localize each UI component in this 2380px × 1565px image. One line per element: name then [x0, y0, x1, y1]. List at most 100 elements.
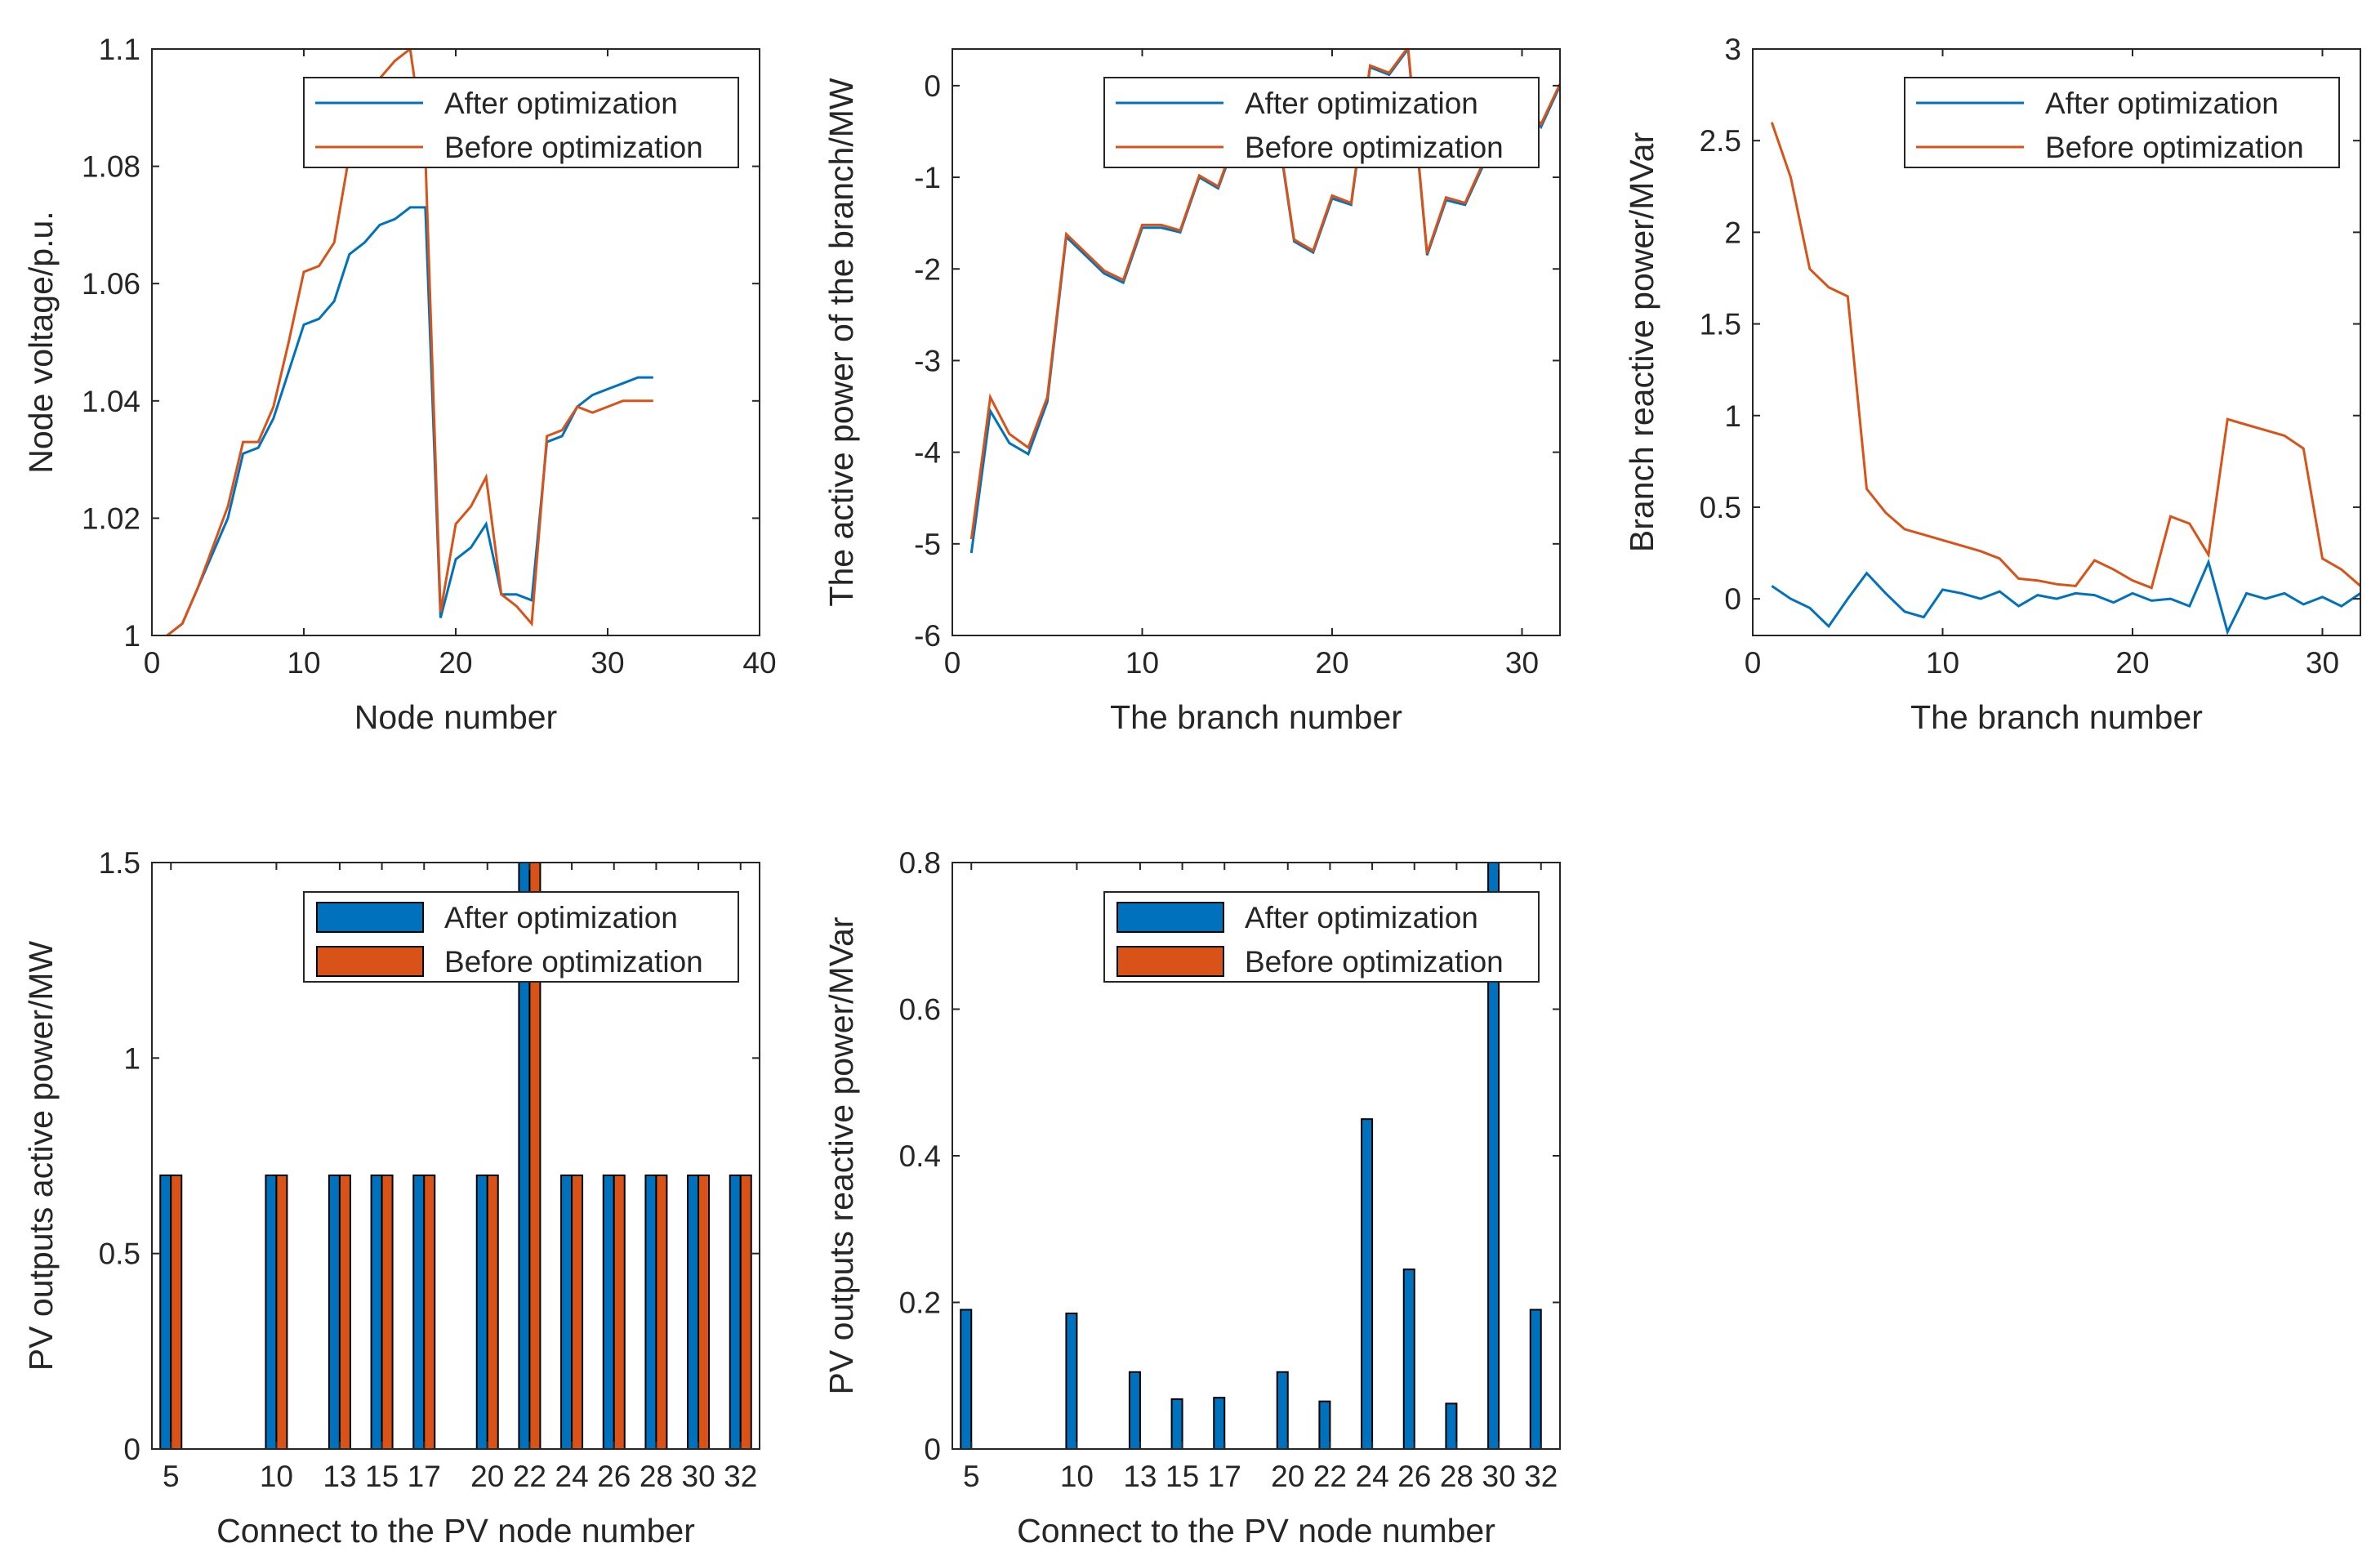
y-tick-label: 1.5	[1700, 308, 1741, 341]
x-tick-label: 30	[591, 646, 624, 680]
y-axis-label: Node voltage/p.u.	[22, 211, 60, 473]
bar-after-28	[644, 1174, 657, 1449]
x-tick-label: 22	[1313, 1460, 1347, 1493]
plot-area-branch_reactive	[1770, 122, 2360, 635]
y-tick-label: -4	[914, 436, 941, 470]
bar-before-10	[275, 1174, 288, 1449]
bar-before-30	[698, 1174, 711, 1449]
bar-after-28	[1445, 1402, 1458, 1449]
x-tick-label: 28	[1440, 1460, 1473, 1493]
chart-voltage: 0 10 20 30 40 1 1.02 1.04 1.06 1.08 1.1 Node number…	[22, 33, 777, 736]
bar-after-24	[560, 1174, 573, 1449]
bar-after-26	[602, 1174, 615, 1449]
legend-box	[1103, 77, 1540, 168]
x-tick-label: 40	[742, 646, 776, 680]
legend-label-after: After optimization	[1245, 901, 1478, 934]
bar-before-13	[338, 1174, 351, 1449]
legend-label-before: Before optimization	[1245, 945, 1504, 979]
bar-before-15	[381, 1174, 394, 1449]
y-tick-label: 1.1	[99, 33, 140, 66]
y-tick-label: 2.5	[1700, 124, 1741, 158]
x-axis-label: Node number	[354, 698, 557, 736]
chart-pv_reactive: 5 10 13 15 17 20 22 24 26 28 30 32 0 0.2 0.4 0.6 0.8 Conn…	[822, 846, 1561, 1549]
bar-after-5	[159, 1174, 172, 1449]
x-tick-label: 0	[144, 646, 161, 680]
x-tick-label: 24	[1356, 1460, 1389, 1493]
bar-after-24	[1361, 1118, 1374, 1449]
legend-label-after: After optimization	[444, 87, 678, 120]
bar-before-22	[528, 863, 542, 1449]
series-line-before	[166, 49, 653, 635]
bar-after-32	[729, 1174, 742, 1449]
y-tick-label: 1.04	[82, 385, 140, 418]
x-tick-label: 10	[1926, 646, 1959, 680]
bar-after-13	[328, 1174, 341, 1449]
legend-label-after: After optimization	[2045, 87, 2279, 120]
y-tick-label: 2	[1724, 216, 1741, 249]
y-tick-label: -2	[914, 252, 941, 286]
series-line-before	[1770, 122, 2360, 590]
x-tick-label: 20	[439, 646, 472, 680]
y-tick-label: 1	[123, 1041, 140, 1075]
y-tick-label: 0	[123, 1433, 140, 1466]
x-tick-label: 30	[2306, 646, 2339, 680]
series-line-after	[1771, 558, 2360, 635]
chart-pv_active: 5 10 13 15 17 20 22 24 26 28 30 32 0 0.5 1 1.5 Connect t…	[22, 846, 760, 1549]
bar-after-30	[1487, 863, 1500, 1449]
x-tick-label: 30	[1482, 1460, 1516, 1493]
y-tick-label: 1	[1724, 399, 1741, 433]
axes-box	[151, 862, 760, 1450]
x-axis-label: Connect to the PV node number	[1017, 1512, 1495, 1549]
y-tick-label: 1.08	[82, 150, 140, 184]
y-tick-label: -1	[914, 161, 941, 194]
x-tick-label: 20	[2115, 646, 2149, 680]
legend-label-before: Before optimization	[1245, 131, 1504, 164]
legend-label-after: After optimization	[1245, 87, 1478, 120]
x-tick-label: 26	[1397, 1460, 1431, 1493]
x-tick-label: 13	[323, 1460, 356, 1493]
bar-after-17	[412, 1174, 426, 1449]
x-tick-label: 10	[260, 1460, 293, 1493]
x-tick-label: 28	[640, 1460, 673, 1493]
y-tick-label: 3	[1724, 33, 1741, 66]
bar-before-28	[655, 1174, 668, 1449]
legend: After optimization Before optimization	[303, 77, 739, 168]
y-tick-label: 0	[924, 1433, 941, 1466]
x-tick-label: 26	[597, 1460, 631, 1493]
y-tick-label: 1	[123, 619, 140, 653]
y-tick-label: 0.6	[899, 993, 941, 1027]
x-axis-label: Connect to the PV node number	[216, 1512, 695, 1549]
y-axis-label: Branch reactive power/MVar	[1623, 132, 1660, 552]
y-tick-label: 1.02	[82, 502, 140, 535]
x-tick-label: 32	[1524, 1460, 1558, 1493]
y-tick-label: 0	[924, 69, 941, 103]
x-tick-label: 15	[365, 1460, 399, 1493]
legend-swatch-before	[316, 946, 424, 977]
bar-after-17	[1213, 1397, 1226, 1449]
legend-swatch-before	[1116, 946, 1224, 977]
bar-after-10	[1065, 1312, 1078, 1449]
x-tick-label: 10	[1125, 646, 1159, 680]
y-tick-label: 0.5	[99, 1237, 140, 1271]
legend: After optimization Before optimization	[1904, 77, 2340, 168]
plot-area-voltage	[166, 49, 653, 635]
y-tick-label: 0	[1724, 582, 1741, 616]
bar-after-30	[687, 1174, 700, 1449]
bar-after-13	[1128, 1371, 1141, 1449]
legend: After optimization Before optimization	[1103, 77, 1540, 168]
x-tick-label: 20	[1271, 1460, 1304, 1493]
x-tick-label: 17	[408, 1460, 441, 1493]
legend-label-after: After optimization	[444, 901, 678, 934]
bar-after-22	[1318, 1400, 1331, 1449]
bar-after-15	[370, 1174, 383, 1449]
x-tick-label: 0	[944, 646, 961, 680]
bar-after-5	[960, 1309, 973, 1449]
x-tick-label: 17	[1208, 1460, 1241, 1493]
y-tick-label: -6	[914, 619, 941, 653]
bar-before-26	[613, 1174, 626, 1449]
legend-box	[303, 77, 739, 168]
legend: After optimization Before optimization	[303, 891, 739, 983]
x-tick-label: 24	[555, 1460, 589, 1493]
y-tick-label: 1.06	[82, 267, 140, 301]
